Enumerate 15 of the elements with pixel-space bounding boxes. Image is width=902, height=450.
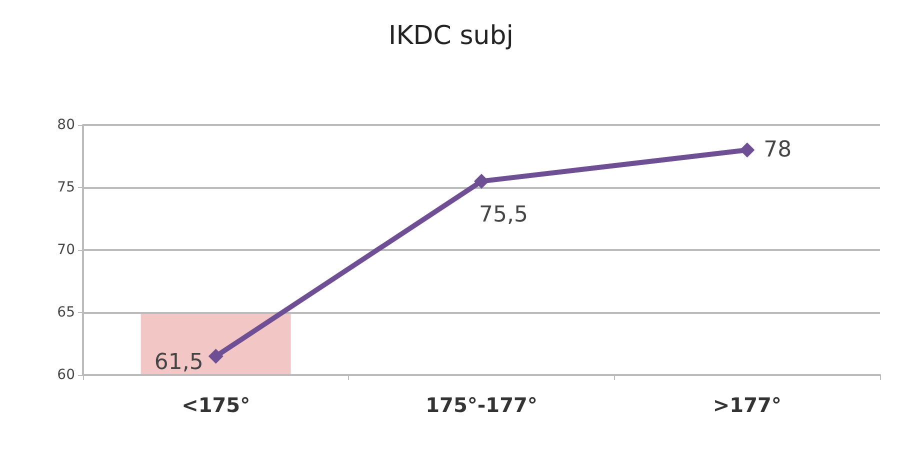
data-label: 78	[764, 138, 792, 162]
x-tick-label: 175°-177°	[426, 393, 538, 417]
y-tick-label: 70	[57, 242, 75, 258]
y-tick-label: 75	[57, 180, 75, 196]
x-tick-label: <175°	[182, 393, 250, 417]
y-tick-label: 65	[57, 304, 75, 320]
data-label: 75,5	[479, 202, 528, 228]
point	[740, 142, 755, 158]
data-label: 61,5	[154, 350, 204, 375]
point	[474, 174, 489, 189]
y-tick-label: 80	[57, 117, 75, 133]
x-tick-label: >177°	[712, 393, 782, 417]
point	[208, 348, 224, 364]
chart-title: IKDC subj	[388, 21, 514, 51]
y-tick-label: 60	[57, 367, 75, 383]
